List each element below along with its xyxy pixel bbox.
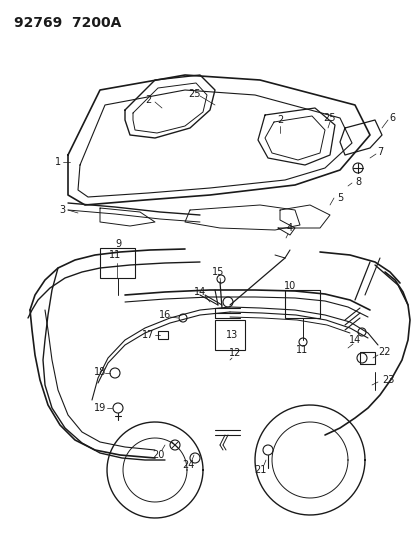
Bar <box>284 290 319 318</box>
Text: 11: 11 <box>295 345 307 355</box>
Text: 22: 22 <box>378 347 390 357</box>
Text: 10: 10 <box>283 281 295 291</box>
Text: 14: 14 <box>193 287 206 297</box>
Text: 7: 7 <box>376 147 382 157</box>
Text: 16: 16 <box>159 310 171 320</box>
Text: 5: 5 <box>336 193 342 203</box>
Text: 4: 4 <box>286 223 292 233</box>
Bar <box>100 248 135 278</box>
Text: 18: 18 <box>94 367 106 377</box>
Text: 1: 1 <box>55 157 61 167</box>
Text: 20: 20 <box>152 450 164 460</box>
Text: 19: 19 <box>94 403 106 413</box>
Text: 23: 23 <box>381 375 393 385</box>
Text: 3: 3 <box>59 205 65 215</box>
Text: 92769  7200A: 92769 7200A <box>14 16 121 30</box>
Text: 17: 17 <box>142 330 154 340</box>
Text: 15: 15 <box>211 267 224 277</box>
Text: 14: 14 <box>348 335 360 345</box>
Text: 9: 9 <box>115 239 121 249</box>
Text: 6: 6 <box>388 113 394 123</box>
Text: 21: 21 <box>253 465 266 475</box>
Bar <box>214 320 244 350</box>
Text: 24: 24 <box>181 460 194 470</box>
Text: 2: 2 <box>145 95 151 105</box>
Text: 13: 13 <box>225 330 237 340</box>
Text: 11: 11 <box>109 250 121 260</box>
Text: 8: 8 <box>354 177 360 187</box>
Bar <box>158 331 168 339</box>
Text: 25: 25 <box>188 89 201 99</box>
Bar <box>359 352 374 364</box>
Text: 12: 12 <box>228 348 241 358</box>
Text: 2: 2 <box>276 115 282 125</box>
Text: 25: 25 <box>323 113 335 123</box>
